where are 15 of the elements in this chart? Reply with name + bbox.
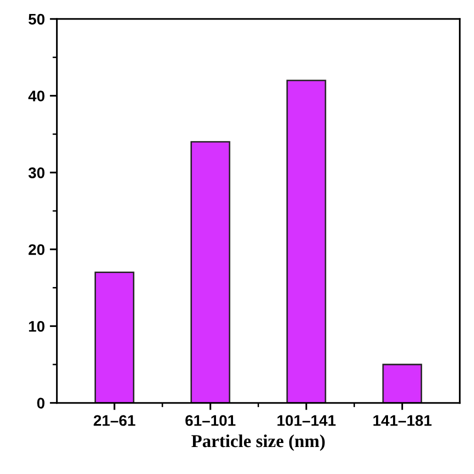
bar [190,141,230,403]
y-tick-label: 20 [28,244,44,256]
x-axis-title: Particle size (nm) [191,434,325,451]
y-tick-label: 0 [37,398,44,409]
y-tick-label: 40 [28,90,44,102]
bar [382,364,422,403]
y-tick-label: 30 [28,167,44,178]
x-tick-label: 21–61 [94,415,136,426]
bar [94,272,134,403]
x-tick-label: 101–141 [278,415,336,426]
x-tick-label: 141–181 [373,415,432,426]
y-tick-label: 10 [29,320,44,332]
y-tick-label: 50 [28,14,44,25]
x-tick-label: 61–101 [185,415,236,426]
bar [286,80,326,403]
